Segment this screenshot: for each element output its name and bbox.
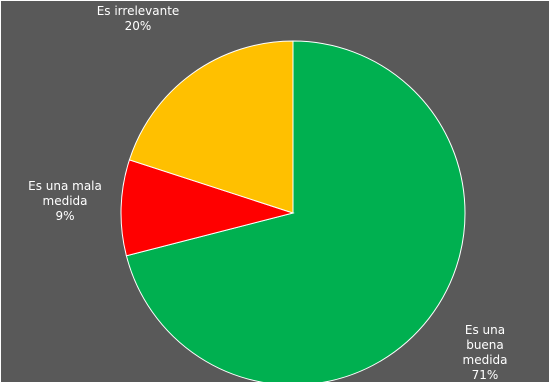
pie-slice <box>125 40 466 382</box>
category-label: Es una buena medida <box>462 323 508 367</box>
data-label: Es una buena medida 71% <box>445 323 525 382</box>
value-label: 71% <box>471 368 499 382</box>
category-label: Es irrelevante <box>96 4 180 18</box>
value-label: 20% <box>124 19 152 33</box>
pie-slice <box>120 159 295 257</box>
category-label: Es una mala medida <box>28 179 102 208</box>
data-label: Es irrelevante 20% <box>78 4 198 34</box>
data-label: Es una mala medida 9% <box>20 179 110 224</box>
value-label: 9% <box>55 209 75 223</box>
pie-slice <box>128 40 294 214</box>
